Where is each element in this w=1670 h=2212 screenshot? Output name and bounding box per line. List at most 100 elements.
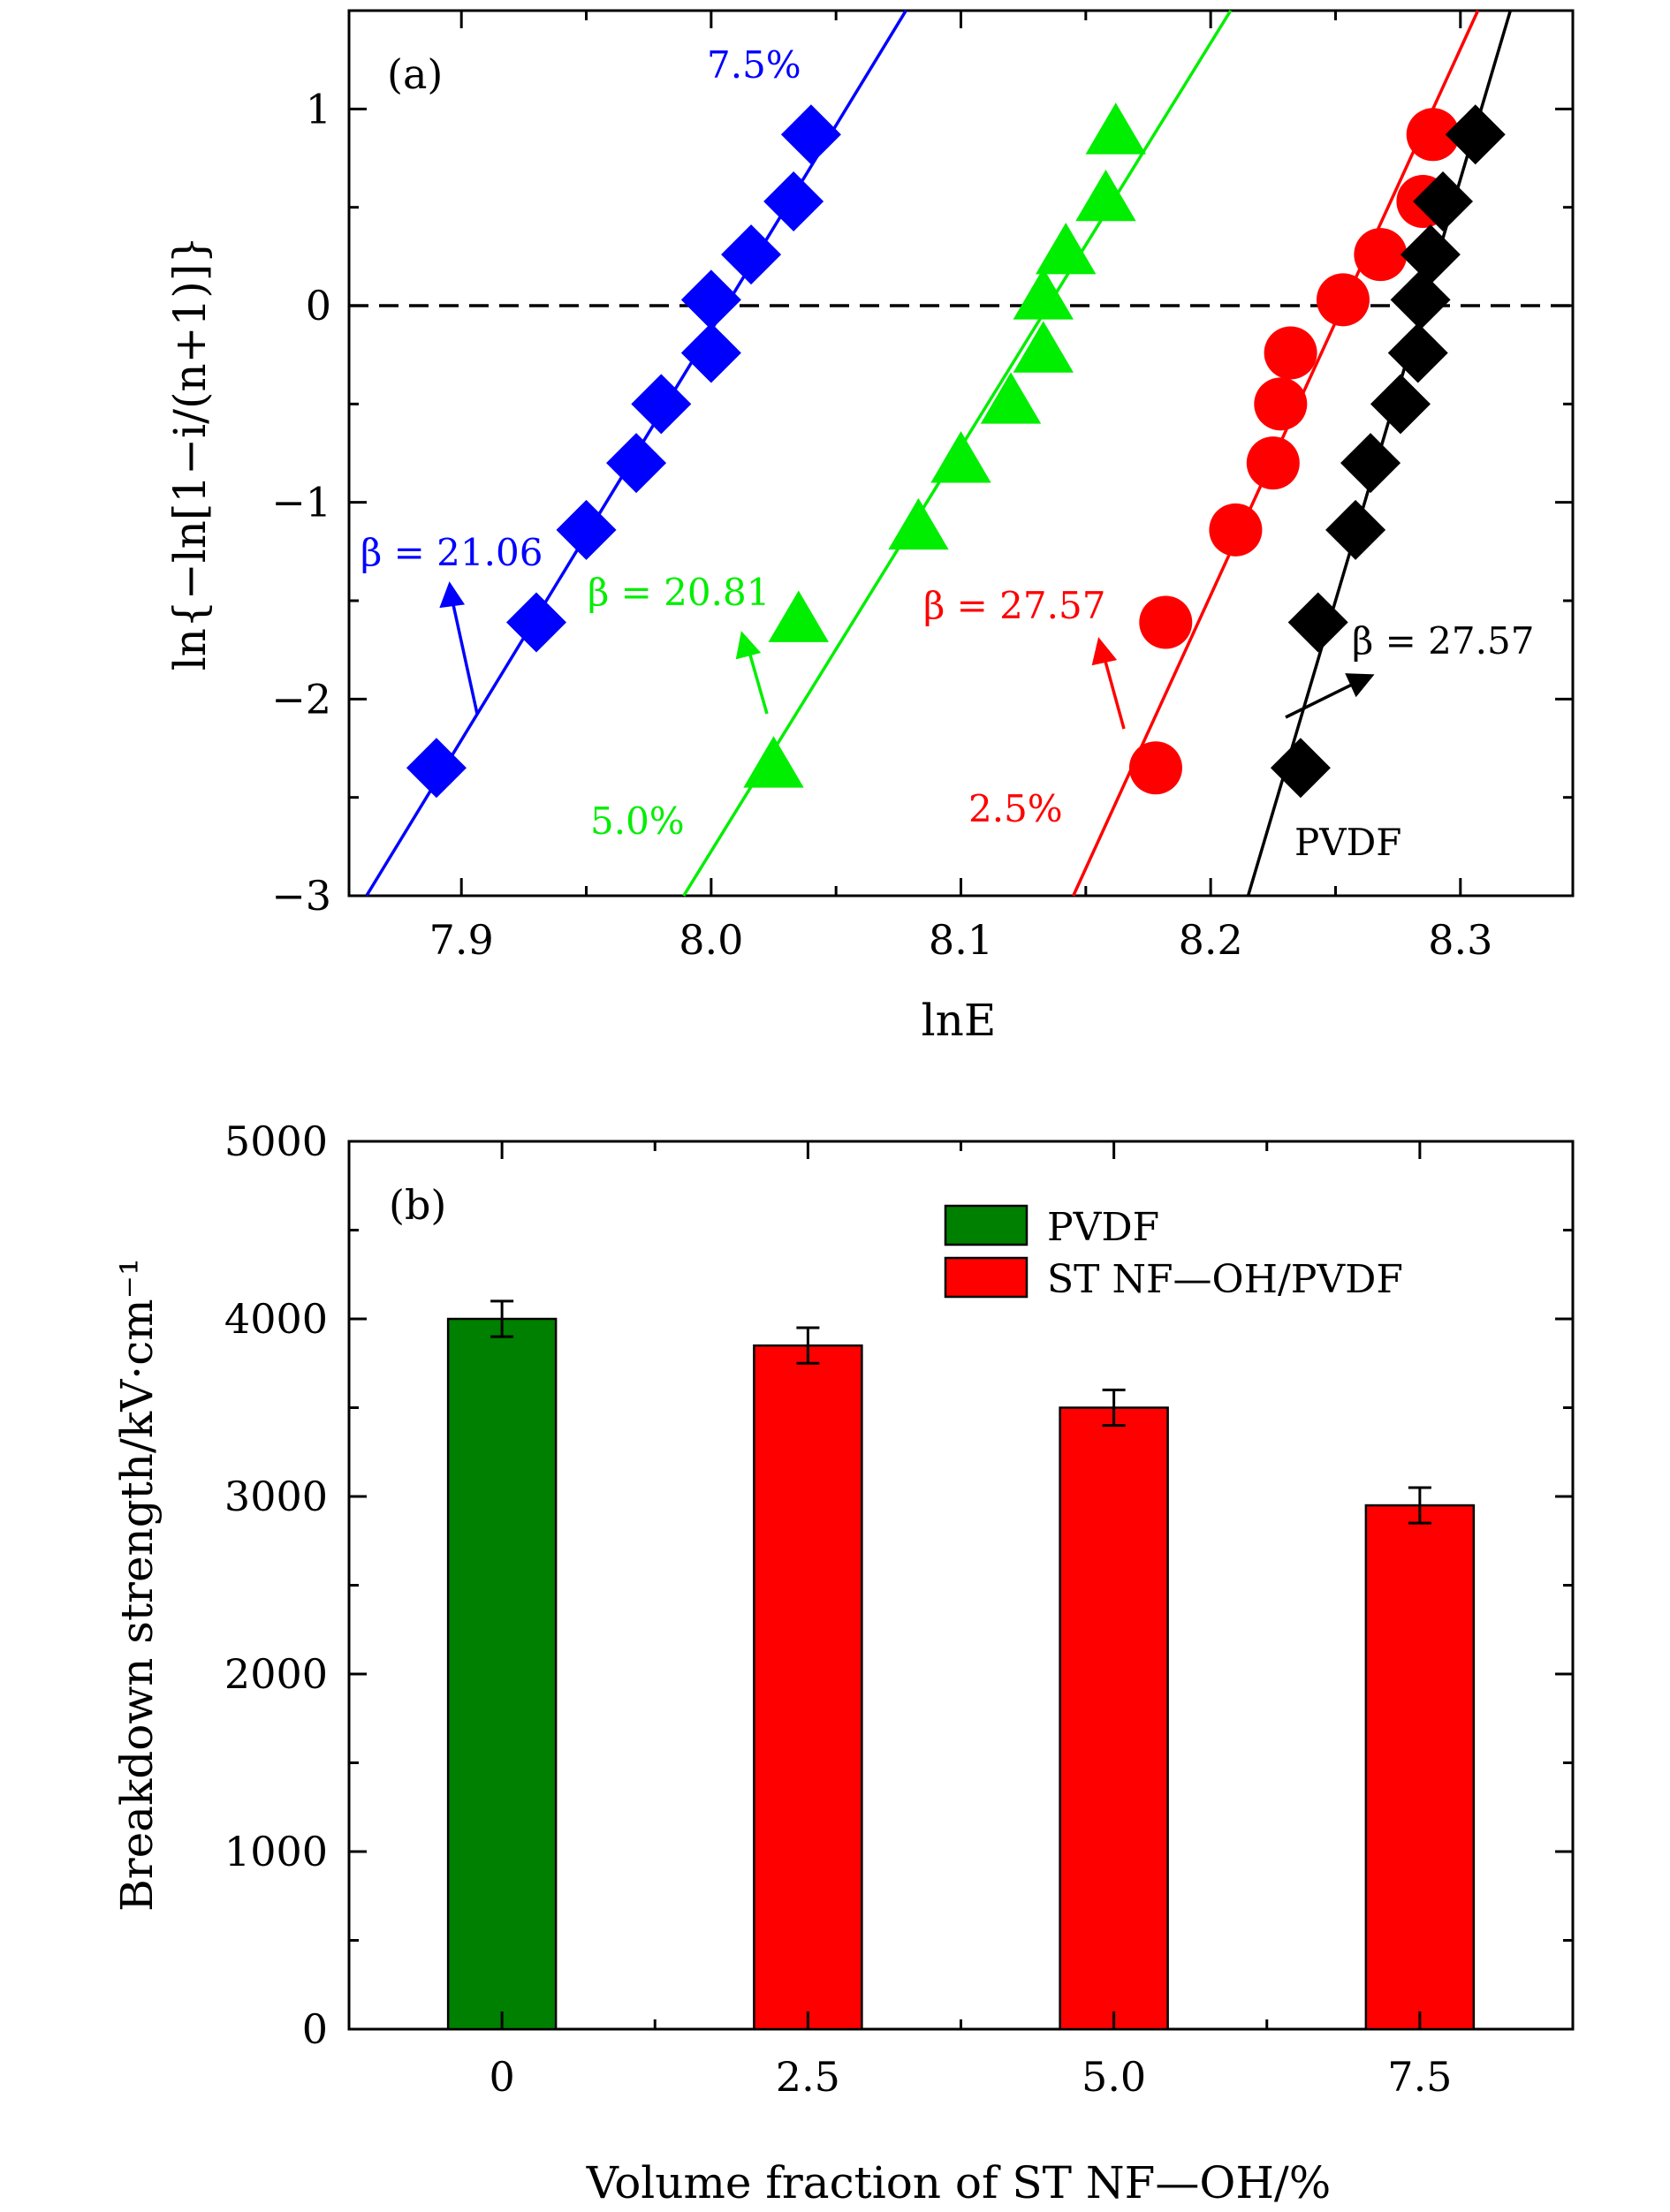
point-series-2-4 xyxy=(1254,377,1308,431)
legend-swatch-composite xyxy=(944,1256,1029,1299)
point-series-2-2 xyxy=(1209,503,1263,557)
panel-a-axis-ticks xyxy=(349,11,1573,898)
beta-label-7-5: β = 21.06 xyxy=(361,531,543,574)
point-series-1-9 xyxy=(1085,102,1146,155)
series-label-5-0: 5.0% xyxy=(590,799,685,843)
beta-arrow-pvdf xyxy=(1285,673,1375,719)
point-series-0-5 xyxy=(680,322,741,383)
point-series-0-0 xyxy=(406,738,467,799)
point-series-2-1 xyxy=(1139,595,1193,649)
error-bar-3 xyxy=(1408,1486,1431,1525)
a-xtick-label-3: 8.2 xyxy=(1179,916,1243,964)
beta-arrow-5-0 xyxy=(735,631,769,715)
series-label-7-5: 7.5% xyxy=(707,43,801,87)
beta-arrow-7-5 xyxy=(439,581,479,715)
panel-b-x-axis-label: Volume fraction of ST NF—OH/% xyxy=(586,2157,1332,2208)
a-ytick-label-2: −1 xyxy=(271,479,331,526)
point-series-2-5 xyxy=(1264,326,1317,380)
point-series-1-5 xyxy=(1013,321,1074,373)
point-series-1-0 xyxy=(743,736,804,788)
point-series-0-9 xyxy=(780,104,841,165)
b-category-label-0: 0 xyxy=(489,2053,514,2101)
point-series-0-1 xyxy=(505,592,566,653)
point-series-0-2 xyxy=(556,499,617,560)
panel-a-y-axis-label: ln{−ln[1−i/(n+1)]} xyxy=(164,236,216,670)
error-bar-2 xyxy=(1102,1388,1126,1428)
b-ytick-label-2: 2000 xyxy=(224,1650,328,1698)
panel-b-bars xyxy=(446,1317,1476,2031)
point-series-1-3 xyxy=(930,431,991,483)
a-xtick-label-0: 7.9 xyxy=(429,916,494,964)
a-ytick-label-3: 0 xyxy=(306,282,331,330)
point-series-3-5 xyxy=(1387,322,1448,383)
point-series-1-1 xyxy=(768,590,829,642)
b-ytick-label-1: 1000 xyxy=(224,1828,328,1875)
a-ytick-label-1: −2 xyxy=(271,675,331,723)
a-xtick-label-2: 8.1 xyxy=(929,916,993,964)
panel-b-label: (b) xyxy=(389,1181,446,1229)
series-label-2-5: 2.5% xyxy=(968,787,1063,830)
point-series-3-1 xyxy=(1287,592,1348,653)
beta-label-2-5: β = 27.57 xyxy=(923,584,1105,627)
point-series-3-3 xyxy=(1340,433,1401,494)
point-series-2-0 xyxy=(1128,741,1182,795)
beta-label-pvdf: β = 27.57 xyxy=(1352,619,1534,663)
a-ytick-label-0: −3 xyxy=(271,872,331,920)
a-ytick-label-4: 1 xyxy=(306,85,331,133)
point-series-0-8 xyxy=(763,170,824,231)
point-series-3-2 xyxy=(1325,499,1386,560)
a-xtick-label-4: 8.3 xyxy=(1428,916,1492,964)
panel-a-label: (a) xyxy=(387,50,443,98)
bar-2 xyxy=(1059,1406,1169,2031)
point-series-0-3 xyxy=(606,433,667,494)
series-label-pvdf: PVDF xyxy=(1294,821,1401,864)
bar-1 xyxy=(753,1344,863,2031)
panel-b-legend: PVDF ST NF—OH/PVDF xyxy=(944,1204,1403,1302)
b-category-label-1: 2.5 xyxy=(776,2053,840,2101)
point-series-1-7 xyxy=(1036,223,1097,275)
point-series-0-7 xyxy=(721,224,782,285)
point-series-0-4 xyxy=(631,374,692,435)
point-series-1-2 xyxy=(888,497,949,550)
point-series-1-6 xyxy=(1013,268,1074,320)
b-category-label-3: 7.5 xyxy=(1387,2053,1452,2101)
point-series-2-7 xyxy=(1354,228,1408,282)
b-ytick-label-0: 0 xyxy=(302,2005,328,2053)
panel-b-error-bars xyxy=(490,1299,1431,1525)
panel-b-y-axis-label: Breakdown strength/kV·cm⁻¹ xyxy=(111,1258,163,1912)
point-series-0-6 xyxy=(680,269,741,330)
point-series-3-7 xyxy=(1400,224,1461,285)
panel-a-tick-labels: 7.9 8.0 8.1 8.2 8.3 −3 −2 −1 0 1 xyxy=(271,85,1492,964)
panel-a-chart: 7.9 8.0 8.1 8.2 8.3−3−2−101 (a) 7.5% β = 2 xyxy=(164,9,1575,1046)
error-bar-1 xyxy=(796,1326,820,1365)
panel-a-annotation-arrows xyxy=(439,581,1375,730)
bar-3 xyxy=(1364,1504,1476,2031)
bar-0 xyxy=(446,1317,558,2031)
legend-label-pvdf: PVDF xyxy=(1047,1205,1159,1250)
b-ytick-label-4: 4000 xyxy=(224,1295,328,1343)
panel-b-axis-ticks xyxy=(349,1140,1573,2031)
beta-label-5-0: β = 20.81 xyxy=(588,571,770,614)
error-bar-0 xyxy=(490,1299,514,1338)
b-ytick-label-5: 5000 xyxy=(224,1117,328,1165)
a-xtick-label-1: 8.0 xyxy=(679,916,743,964)
beta-arrow-2-5 xyxy=(1091,637,1126,730)
point-series-2-6 xyxy=(1316,273,1370,327)
point-series-3-9 xyxy=(1445,104,1506,165)
point-series-3-6 xyxy=(1390,269,1451,330)
point-series-3-4 xyxy=(1370,374,1431,435)
point-series-3-0 xyxy=(1270,738,1331,799)
panel-a-data-points xyxy=(406,102,1506,799)
point-series-3-8 xyxy=(1413,170,1474,231)
point-series-2-9 xyxy=(1406,108,1460,162)
point-series-2-3 xyxy=(1246,436,1300,490)
panel-a-x-axis-label: lnE xyxy=(922,995,997,1046)
legend-label-composite: ST NF—OH/PVDF xyxy=(1047,1257,1403,1302)
point-series-1-8 xyxy=(1075,169,1136,222)
point-series-1-4 xyxy=(980,372,1042,424)
b-ytick-label-3: 3000 xyxy=(224,1473,328,1520)
b-category-label-2: 5.0 xyxy=(1082,2053,1146,2101)
panel-a-fit-lines xyxy=(365,10,1513,897)
panel-b-tick-labels: 0 2.5 5.0 7.5 0 1000 2000 3000 4000 5000 xyxy=(224,1117,1453,2101)
